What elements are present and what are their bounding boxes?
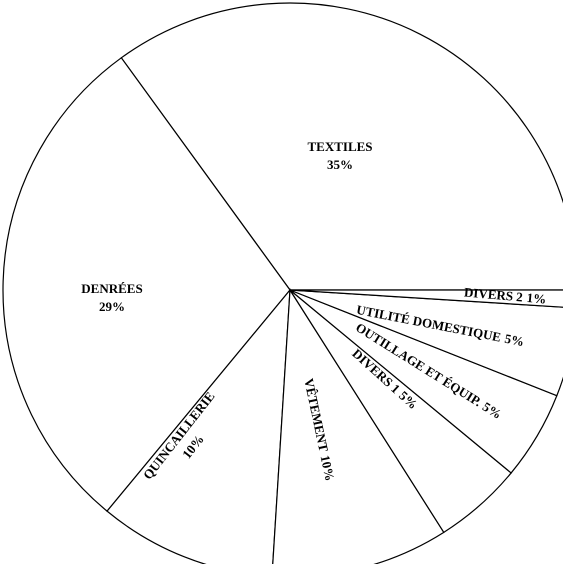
category-label: DENRÉES: [81, 281, 142, 296]
value-label: 10%: [318, 454, 338, 483]
pie-slice: [2, 56, 291, 512]
pie-slice: [289, 289, 563, 308]
category-label: DIVERS 2: [463, 284, 523, 304]
category-label: TEXTILES: [307, 139, 372, 154]
value-label: 1%: [526, 290, 547, 307]
value-label: 29%: [99, 299, 125, 314]
pie-slice: [289, 289, 563, 397]
value-label: 5%: [503, 331, 525, 349]
slice-label-text: DIVERS 2 1%: [463, 284, 546, 306]
pie-slice: [120, 2, 563, 291]
pie-slice: [106, 288, 291, 564]
value-label: 35%: [327, 157, 353, 172]
pie-slice: [272, 288, 445, 564]
slice-label: DIVERS 2 1%: [463, 284, 546, 306]
slice-label: TEXTILES 35%: [307, 139, 372, 172]
slice-label: DENRÉES 29%: [81, 281, 142, 314]
